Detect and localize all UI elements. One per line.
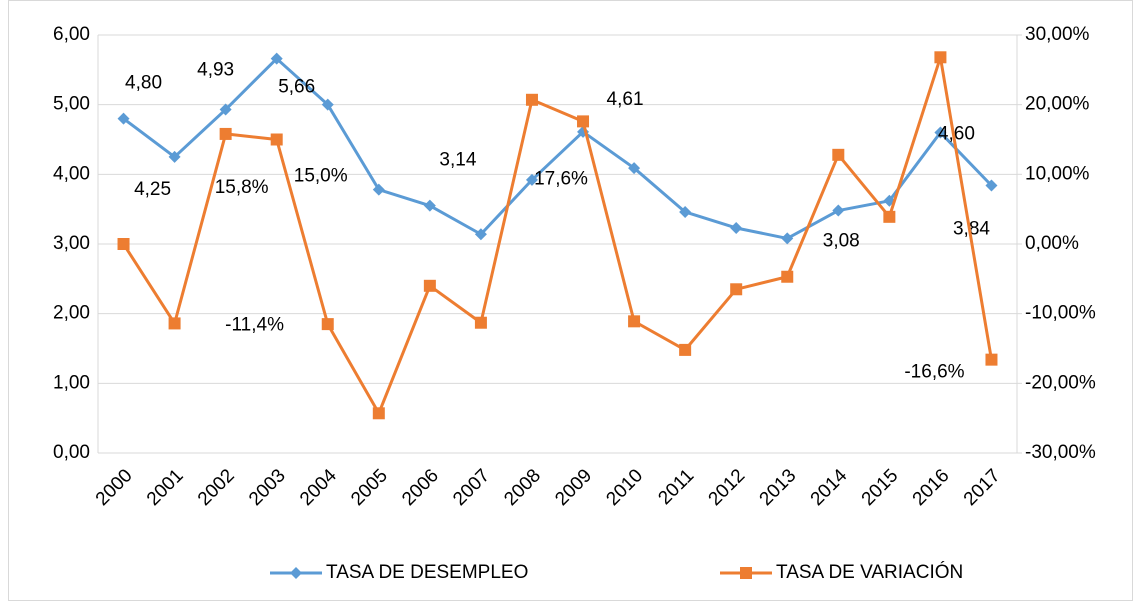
y2-tick-label: 30,00% (1025, 24, 1090, 45)
legend-label: TASA DE VARIACIÓN (776, 561, 963, 583)
marker (219, 103, 232, 116)
marker (321, 318, 334, 331)
data-label: 5,66 (278, 77, 315, 98)
data-label: 4,61 (607, 89, 644, 110)
series-line (122, 57, 993, 240)
chart-border (8, 0, 1133, 601)
marker (168, 150, 181, 163)
marker (270, 133, 283, 146)
data-label: 15,0% (294, 166, 348, 187)
legend-label: TASA DE DESEMPLEO (326, 562, 528, 583)
y2-tick-label: 0,00% (1025, 233, 1079, 254)
marker (985, 179, 998, 192)
marker (781, 270, 794, 283)
data-label: 17,6% (534, 168, 588, 189)
marker (117, 238, 130, 250)
marker (321, 98, 334, 111)
data-label: 3,14 (439, 149, 476, 170)
y2-tick-label: 10,00% (1025, 163, 1090, 184)
marker (474, 316, 487, 329)
marker (883, 210, 896, 223)
series-line (122, 55, 993, 415)
data-label: 15,8% (215, 177, 269, 198)
marker (781, 232, 794, 245)
marker (934, 51, 947, 64)
y2-tick-label: -20,00% (1025, 372, 1096, 393)
data-label: 4,60 (938, 124, 975, 145)
marker (577, 115, 590, 128)
marker (730, 221, 743, 234)
y-tick-label: 6,00 (53, 24, 90, 45)
y2-tick-label: 20,00% (1025, 94, 1090, 115)
marker (679, 205, 692, 218)
marker (219, 127, 232, 140)
data-label: -11,4% (225, 314, 284, 335)
legend-marker (290, 567, 302, 579)
marker (372, 407, 385, 420)
marker (985, 353, 998, 366)
y-tick-label: 4,00 (53, 163, 90, 184)
y2-tick-label: -30,00% (1025, 442, 1096, 463)
marker (423, 199, 436, 212)
marker (730, 283, 743, 296)
marker (372, 183, 385, 196)
marker (525, 93, 538, 106)
legend-marker (740, 567, 752, 579)
y-tick-label: 5,00 (53, 94, 90, 115)
data-label: 4,80 (125, 73, 162, 94)
marker (628, 162, 641, 175)
marker (832, 204, 845, 217)
data-label: -16,6% (904, 362, 964, 383)
marker (832, 148, 845, 161)
marker (679, 343, 692, 356)
data-label: 4,93 (197, 60, 234, 81)
marker (423, 279, 436, 292)
data-label: 3,08 (823, 230, 860, 251)
y-tick-label: 0,00 (53, 442, 90, 463)
marker (270, 52, 283, 65)
marker (934, 126, 947, 139)
marker (474, 228, 487, 241)
y-tick-label: 1,00 (53, 372, 90, 393)
data-label: 3,84 (953, 218, 990, 239)
data-label: 4,25 (134, 179, 171, 200)
marker (525, 173, 538, 186)
y-tick-label: 2,00 (53, 303, 90, 324)
y2-tick-label: -10,00% (1025, 303, 1096, 324)
marker (117, 112, 130, 125)
marker (168, 317, 181, 330)
y-tick-label: 3,00 (53, 233, 90, 254)
marker (628, 315, 641, 328)
